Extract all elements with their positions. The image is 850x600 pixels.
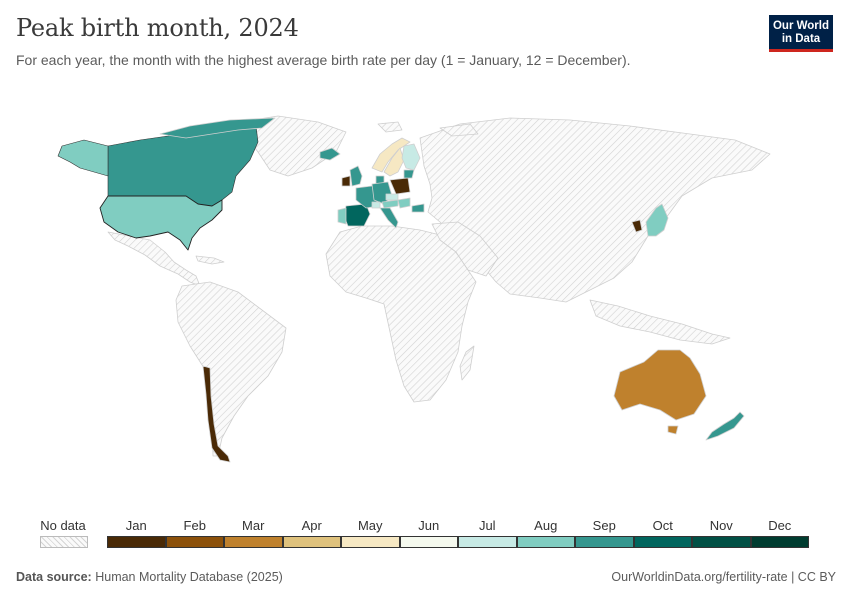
legend-swatch-aug[interactable] [516,536,575,548]
country-japan[interactable] [645,203,669,237]
region-madagascar[interactable] [459,345,475,381]
legend-label-jul: Jul [478,518,496,533]
legend-no-data-swatch[interactable] [40,536,88,548]
legend-swatch-oct[interactable] [633,536,692,548]
legend-label-nov: Nov [709,518,733,533]
country-alaska[interactable] [57,139,109,177]
country-bulgaria[interactable] [411,203,425,213]
owid-logo[interactable]: Our World in Data [769,15,833,52]
chart-subtitle: For each year, the month with the highes… [16,52,631,68]
legend-label-sep: Sep [592,518,616,533]
footer-source: Data source: Human Mortality Database (2… [16,570,283,584]
logo-line-2: in Data [781,33,821,45]
legend-label-aug: Aug [534,518,558,533]
country-austria[interactable] [381,199,399,209]
legend-swatch-jun[interactable] [399,536,458,548]
country-canada[interactable] [107,125,259,207]
region-arctic-islands[interactable] [439,123,479,137]
country-germany[interactable] [371,181,393,205]
country-united-states[interactable] [99,195,223,251]
legend-label-feb: Feb [183,518,206,533]
country-chile[interactable] [202,365,231,463]
legend-label-may: May [357,518,383,533]
legend-label-oct: Oct [652,518,673,533]
legend-swatch-mar[interactable] [224,536,283,548]
country-switzerland[interactable] [371,201,381,209]
source-link[interactable]: Human Mortality Database (2025) [95,570,283,584]
world-map [57,115,771,463]
country-norway[interactable] [371,137,411,173]
country-ireland[interactable] [341,175,351,187]
region-caribbean[interactable] [195,255,225,265]
country-tasmania[interactable] [667,425,679,435]
legend-swatch-nov[interactable] [692,536,751,548]
legend-label-jan: Jan [125,518,147,533]
country-canada-arctic[interactable] [159,117,276,139]
legend-label-jun: Jun [418,518,440,533]
footer-url[interactable]: OurWorldinData.org/fertility-rate | CC B… [611,570,836,584]
country-poland[interactable] [389,177,411,195]
legend-swatch-may[interactable] [341,536,400,548]
country-czechia[interactable] [385,193,399,201]
legend-swatch-jan[interactable] [107,536,166,548]
region-middle-east[interactable] [431,221,499,277]
country-finland[interactable] [401,143,421,171]
country-portugal[interactable] [337,207,347,225]
region-eastern-europe-asia[interactable] [419,117,771,303]
legend-label-apr: Apr [301,518,322,533]
country-hungary[interactable] [397,197,411,209]
country-italy[interactable] [379,207,399,229]
source-label: Data source: [16,570,92,584]
country-lithuania[interactable] [403,169,415,179]
chart-title: Peak birth month, 2024 [16,14,299,42]
region-africa[interactable] [325,225,477,403]
legend-label-mar: Mar [242,518,265,533]
legend-swatch-sep[interactable] [575,536,634,548]
country-united-kingdom[interactable] [349,165,363,187]
legend-no-data-label: No data [40,518,86,533]
legend-label-dec: Dec [768,518,792,533]
legend-swatch-dec[interactable] [750,536,809,548]
legend-swatch-apr[interactable] [282,536,341,548]
region-svalbard[interactable] [377,121,403,133]
legend-swatch-jul[interactable] [458,536,517,548]
country-south-korea[interactable] [631,219,643,233]
region-southeast-asia-islands[interactable] [589,299,731,345]
legend-swatch-feb[interactable] [165,536,224,548]
country-australia[interactable] [613,349,707,421]
region-south-america[interactable] [175,281,287,457]
country-new-zealand[interactable] [705,411,745,441]
country-iceland[interactable] [319,147,341,161]
logo-line-1: Our World [772,20,829,32]
